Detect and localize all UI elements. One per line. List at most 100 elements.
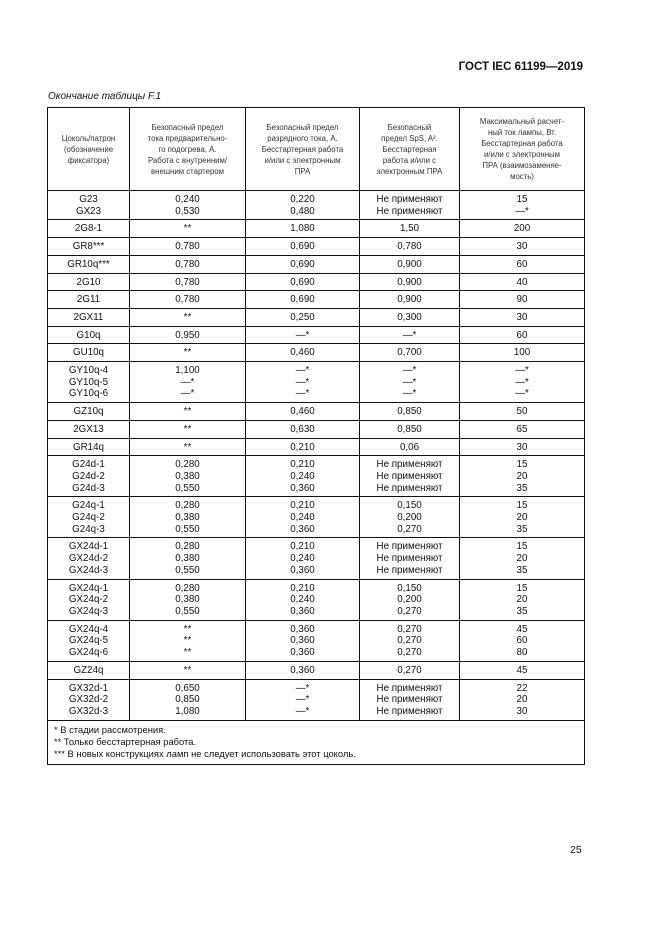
cell-line: —* [402, 365, 417, 377]
cell-line: GR8*** [72, 241, 105, 253]
cell-line: 0,850 [397, 406, 422, 418]
table-cell: ** [129, 437, 246, 457]
cell-line: 0,240 [175, 194, 200, 205]
cell-line: 60 [516, 635, 528, 647]
cell-line: 45 [516, 623, 528, 635]
table-cell: 22 20 30 [459, 678, 585, 721]
cell-line: —* [402, 329, 417, 341]
table-cell: 0,780 [129, 272, 246, 292]
table-cell: 2G10 [47, 272, 130, 292]
table-cell: Не применяют Не применяют Не применяют [359, 537, 460, 580]
table-cell: GX24d-1 GX24d-2 GX24d-3 [47, 537, 130, 580]
table-cell: 0,900 [359, 272, 460, 292]
cell-line: 20 [516, 512, 528, 524]
cell-line: GX24q-2 [68, 594, 109, 606]
cell-line: —* [515, 376, 529, 388]
table-cell: 30 [459, 237, 585, 256]
table-cell: 2GX11 [47, 307, 130, 327]
cell-line: 0,530 [175, 205, 200, 217]
cell-line: 0,220 [290, 194, 315, 205]
cell-line: Не применяют [376, 564, 443, 576]
table-cell: 15 20 35 [459, 578, 585, 621]
cell-line: 15 [516, 459, 528, 471]
cell-line: G24d-1 [72, 459, 105, 471]
cell-line: Не применяют [376, 541, 443, 553]
cell-line: 2G10 [76, 276, 101, 288]
table-cell: Не применяют Не применяют Не применяют [359, 455, 460, 498]
table-cell: ** ** ** [129, 619, 246, 662]
header-line: ПРА [294, 166, 311, 176]
cell-line: 0,210 [290, 459, 315, 471]
table-row: GX24q-4 GX24q-5 GX24q-6 ** ** ** 0,360 0,360 0,3… [47, 619, 585, 662]
table-row: 2G8-1 ** 1,080 1,50 200 [47, 219, 585, 239]
cell-line: 0,280 [175, 500, 200, 512]
page-number: 25 [570, 844, 582, 856]
cell-line: 35 [516, 564, 528, 576]
cell-line: 0,360 [290, 482, 315, 494]
table-cell: GZ24q [47, 660, 130, 680]
table-row: 2GX13 ** 0,630 0,850 65 [47, 419, 585, 439]
table-cell: 0,270 0,270 0,270 [359, 619, 460, 662]
cell-line: GU10q [72, 347, 105, 359]
cell-line: ** [183, 347, 192, 359]
cell-line: 0,360 [290, 635, 315, 647]
cell-line: GX24q-6 [68, 647, 109, 659]
cell-line: Не применяют [376, 694, 443, 706]
cell-line: 0,550 [175, 605, 200, 617]
cell-line: GX32d-2 [68, 694, 109, 706]
cell-line: Не применяют [376, 205, 443, 217]
cell-line: GZ24q [73, 664, 104, 676]
cell-line: G24q-2 [72, 512, 105, 524]
table-cell: 2G11 [47, 290, 130, 309]
table-cell: 0,950 [129, 325, 246, 345]
table-cell: 0,850 [359, 419, 460, 439]
table-cell: GX24q-4 GX24q-5 GX24q-6 [47, 619, 130, 662]
cell-line: 20 [516, 594, 528, 606]
cell-line: 0,550 [175, 564, 200, 576]
cell-line: 0,380 [175, 553, 200, 565]
header-line: ный ток лампы, Вт. [487, 128, 557, 137]
header-line: Бесстартерная работа [261, 144, 344, 154]
table-cell: 50 [459, 402, 585, 421]
header-line: мость) [510, 172, 534, 181]
table-cell: ** [129, 219, 246, 239]
cell-line: 0,850 [175, 694, 200, 706]
cell-line: 0,210 [290, 441, 315, 453]
cell-line: 30 [516, 311, 528, 323]
cell-line: 15 [516, 541, 528, 553]
header-line: Безопасный предел [151, 122, 224, 132]
table-cell: 15 20 35 [459, 496, 585, 539]
cell-line: Не применяют [376, 470, 443, 482]
cell-line: 0,200 [397, 512, 422, 524]
cell-line: 30 [516, 705, 528, 717]
table-cell: 0,270 [359, 660, 460, 680]
cell-line: 0,210 [290, 582, 315, 594]
table-cell: 15 20 35 [459, 455, 585, 498]
cell-line: 0,690 [290, 241, 315, 253]
header-cell: Безопасный предел разрядного тока, А. Бесс… [245, 107, 360, 191]
cell-line: 0,630 [290, 423, 315, 435]
table-cell: 2GX13 [47, 419, 130, 439]
cell-line: GX24d-1 [68, 541, 109, 553]
cell-line: GX24q-1 [68, 582, 109, 594]
cell-line: ** [183, 635, 192, 647]
cell-line: 0,690 [290, 294, 315, 306]
table-cell: 0,780 [359, 237, 460, 256]
table-cell: 40 [459, 272, 585, 292]
cell-line: G24q-1 [72, 500, 105, 512]
table-cell: G24q-1 G24q-2 G24q-3 [47, 496, 130, 539]
cell-line: 35 [516, 523, 528, 535]
cell-line: 65 [516, 423, 528, 435]
data-table: Цоколь/патрон (обозначение фиксатора) Безоп… [47, 107, 585, 765]
table-cell: —* —* —* [359, 361, 460, 404]
table-cell: —* [245, 325, 360, 345]
table-cell: 30 [459, 307, 585, 327]
table-cell: Не применяют Не применяют Не применяют [359, 678, 460, 721]
cell-line: 0,280 [175, 541, 200, 553]
cell-line: 0,240 [290, 553, 315, 565]
cell-line: 0,240 [290, 470, 315, 482]
cell-line: ** [183, 223, 192, 235]
table-cell: GR10q*** [47, 254, 130, 274]
cell-line: 60 [516, 258, 528, 270]
table-cell: 15 20 35 [459, 537, 585, 580]
